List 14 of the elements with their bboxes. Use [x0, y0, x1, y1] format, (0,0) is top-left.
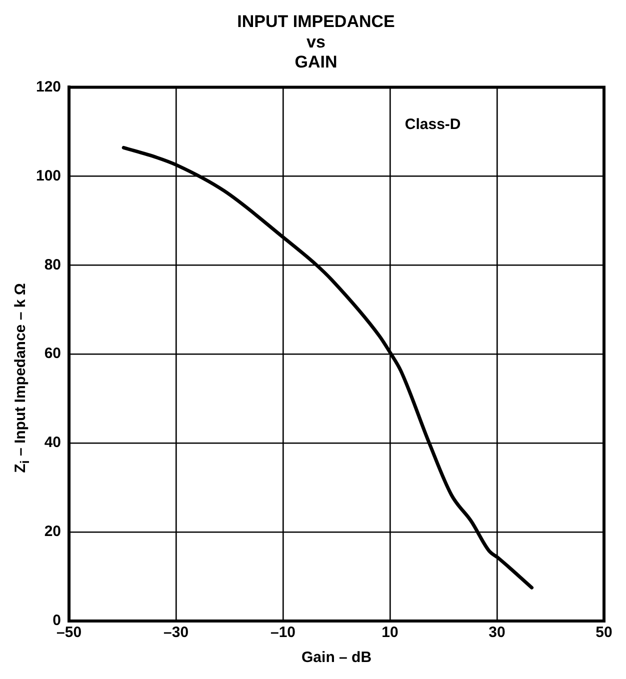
x-tick-label: 10 — [382, 624, 398, 642]
y-tick-label: 60 — [44, 345, 62, 362]
x-axis-title: Gain – dB — [302, 649, 372, 666]
y-tick-label: 80 — [44, 256, 62, 274]
y-tick-label: 20 — [44, 523, 62, 540]
x-tick-label: 30 — [488, 624, 506, 642]
x-tick-label: 50 — [596, 624, 612, 642]
x-tick-label: –10 — [270, 624, 296, 642]
y-tick-label: 40 — [44, 434, 62, 452]
chart-title: INPUT IMPEDANCE vs GAIN — [237, 12, 395, 72]
annotation: Class-D — [404, 116, 461, 134]
y-tick-label: 120 — [36, 78, 62, 96]
y-tick-label: 100 — [36, 167, 62, 184]
x-tick-label: –30 — [164, 624, 189, 642]
